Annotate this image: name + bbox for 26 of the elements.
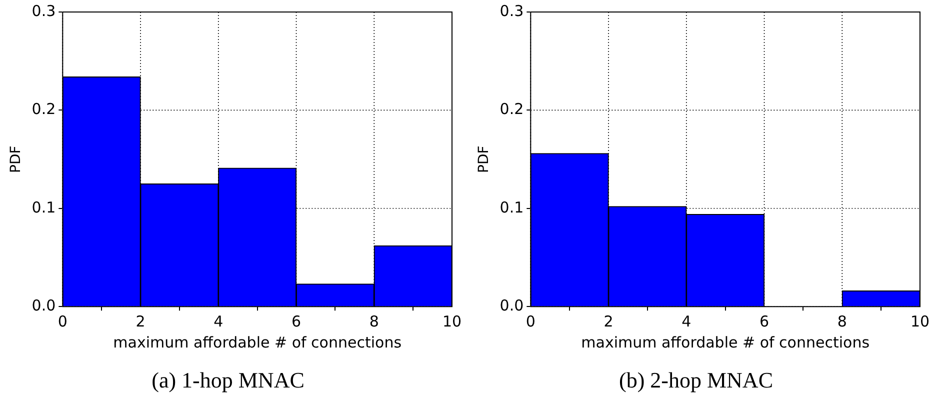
x-tick-label: 2 xyxy=(604,312,614,330)
x-tick-label: 10 xyxy=(442,312,462,330)
text: (b) 2-hop MNAC xyxy=(619,368,773,393)
x-tick-label: 10 xyxy=(910,312,930,330)
y-axis-title: PDF xyxy=(8,146,24,173)
text: (a) 1-hop MNAC xyxy=(152,368,304,393)
x-tick-label: 6 xyxy=(291,312,302,330)
y-tick-label: 0.0 xyxy=(500,296,524,314)
x-tick-label: 8 xyxy=(837,312,847,330)
y-tick-label: 0.3 xyxy=(500,2,524,20)
x-axis-title: maximum affordable # of connections xyxy=(581,333,870,352)
x-tick-label: 0 xyxy=(58,312,68,330)
y-tick-label: 0.0 xyxy=(32,296,56,314)
x-tick-label: 4 xyxy=(214,312,224,330)
x-tick-label: 6 xyxy=(759,312,770,330)
y-axis-title: PDF xyxy=(476,146,492,173)
x-tick-label: 4 xyxy=(682,312,692,330)
x-tick-label: 2 xyxy=(136,312,146,330)
x-axis-title: maximum affordable # of connections xyxy=(113,333,402,352)
x-tick-label: 8 xyxy=(369,312,379,330)
y-tick-label: 0.2 xyxy=(500,100,524,118)
y-tick-label: 0.1 xyxy=(500,198,524,216)
y-tick-label: 0.1 xyxy=(32,198,56,216)
y-tick-label: 0.3 xyxy=(32,2,56,20)
y-tick-label: 0.2 xyxy=(32,100,56,118)
x-tick-label: 0 xyxy=(526,312,536,330)
